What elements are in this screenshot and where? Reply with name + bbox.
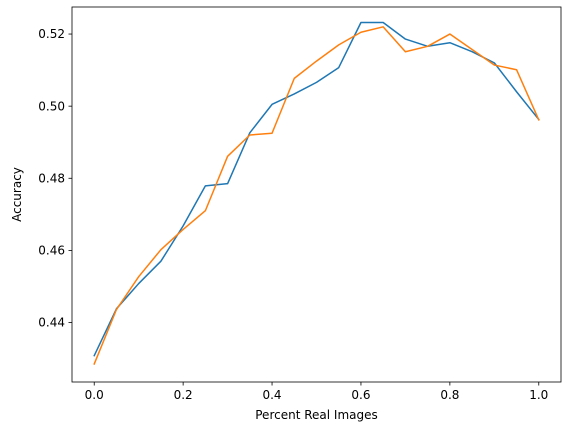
x-tick-label: 0.6: [351, 388, 370, 402]
y-tick-label: 0.46: [38, 244, 65, 258]
plot-frame: [71, 6, 562, 383]
x-axis: 0.0 0.2 0.4 0.6 0.8 1.0: [85, 382, 548, 402]
x-tick-label: 1.0: [529, 388, 548, 402]
x-tick-label: 0.4: [262, 388, 281, 402]
x-tick-label: 0.2: [174, 388, 193, 402]
series-line-2: [93, 26, 540, 365]
y-tick-label: 0.48: [38, 171, 65, 185]
y-tick-label: 0.52: [38, 27, 65, 41]
x-axis-label: Percent Real Images: [255, 408, 377, 422]
x-tick-label: 0.8: [440, 388, 459, 402]
x-tick-label: 0.0: [85, 388, 104, 402]
series-line-1: [93, 21, 540, 357]
y-tick-label: 0.44: [38, 316, 65, 330]
y-axis-label: Accuracy: [10, 167, 24, 222]
y-axis: 0.44 0.46 0.48 0.50 0.52: [38, 27, 72, 330]
y-tick-label: 0.50: [38, 99, 65, 113]
plot-lines: [93, 21, 540, 365]
